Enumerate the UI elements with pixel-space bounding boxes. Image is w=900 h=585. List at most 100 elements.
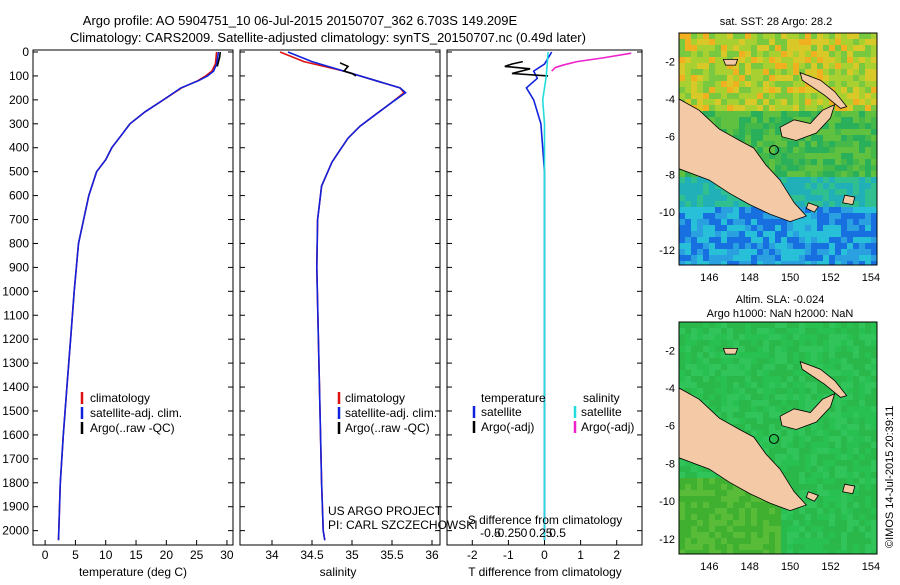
map-cell: [691, 322, 697, 328]
map-cell: [781, 117, 787, 123]
map-cell: [853, 207, 859, 213]
map-cell: [715, 502, 721, 508]
map-cell: [853, 159, 859, 165]
map-cell: [811, 484, 817, 490]
map-cell: [703, 520, 709, 526]
map-cell: [871, 442, 877, 448]
map-cell: [847, 328, 853, 334]
map-cell: [703, 526, 709, 532]
map-cell: [781, 334, 787, 340]
map-cell: [823, 165, 829, 171]
map-cell: [757, 424, 763, 430]
map-cell: [835, 129, 841, 135]
map-cell: [745, 117, 751, 123]
map-cell: [841, 436, 847, 442]
map-cell: [703, 340, 709, 346]
map-cell: [697, 364, 703, 370]
map-cell: [829, 153, 835, 159]
map-cell: [823, 502, 829, 508]
map-cell: [685, 87, 691, 93]
map-cell: [769, 153, 775, 159]
map-cell: [811, 514, 817, 520]
map-cell: [871, 352, 877, 358]
map-cell: [751, 550, 757, 554]
map-cell: [871, 538, 877, 544]
map-cell: [751, 370, 757, 376]
map-cell: [793, 400, 799, 406]
map-cell: [715, 496, 721, 502]
map-cell: [691, 207, 697, 213]
map-cell: [823, 81, 829, 87]
map-cell: [769, 219, 775, 225]
map-cell: [859, 123, 865, 129]
map-cell: [775, 51, 781, 57]
map-cell: [733, 111, 739, 117]
map-cell: [763, 526, 769, 532]
map-cell: [829, 69, 835, 75]
map-cell: [829, 424, 835, 430]
map-cell: [859, 412, 865, 418]
map-cell: [715, 99, 721, 105]
map-cell: [847, 538, 853, 544]
map-cell: [859, 436, 865, 442]
map-cell: [781, 394, 787, 400]
map-cell: [829, 123, 835, 129]
map-cell: [865, 129, 871, 135]
map-cell: [787, 159, 793, 165]
map-cell: [703, 261, 709, 265]
map-cell: [865, 153, 871, 159]
map-cell: [727, 243, 733, 249]
map-cell: [817, 237, 823, 243]
map-cell: [787, 340, 793, 346]
map-cell: [805, 45, 811, 51]
map-cell: [721, 219, 727, 225]
map-cell: [871, 249, 877, 255]
map-cell: [829, 201, 835, 207]
map-cell: [769, 99, 775, 105]
map-cell: [817, 340, 823, 346]
map-cell: [805, 147, 811, 153]
map-cell: [763, 81, 769, 87]
map-cell: [745, 129, 751, 135]
map-cell: [775, 370, 781, 376]
legend-text-climatology: climatology: [345, 391, 405, 405]
map-cell: [769, 57, 775, 63]
map-cell: [703, 39, 709, 45]
map-cell: [691, 183, 697, 189]
map-cell: [829, 225, 835, 231]
map-cell: [757, 99, 763, 105]
map-cell: [733, 93, 739, 99]
map-cell: [739, 496, 745, 502]
map-cell: [799, 544, 805, 550]
map-cell: [805, 219, 811, 225]
map-cell: [799, 153, 805, 159]
map-cell: [715, 352, 721, 358]
map-cell: [769, 532, 775, 538]
map-cell: [733, 39, 739, 45]
map-cell: [697, 105, 703, 111]
map-cell: [847, 99, 853, 105]
map-cell: [793, 448, 799, 454]
map-cell: [769, 213, 775, 219]
map-cell: [805, 496, 811, 502]
map-cell: [745, 424, 751, 430]
map-cell: [703, 544, 709, 550]
map-cell: [679, 472, 685, 478]
map-cell: [709, 93, 715, 99]
map-cell: [847, 45, 853, 51]
map-cell: [823, 45, 829, 51]
map-cell: [781, 400, 787, 406]
map-cell: [841, 400, 847, 406]
map-cell: [715, 550, 721, 554]
map-cell: [685, 484, 691, 490]
map-cell: [787, 430, 793, 436]
map-cell: [739, 508, 745, 514]
map-cell: [733, 328, 739, 334]
map-cell: [829, 159, 835, 165]
map-cell: [853, 412, 859, 418]
map-cell: [739, 328, 745, 334]
map-cell: [751, 544, 757, 550]
map-cell: [685, 496, 691, 502]
map-cell: [775, 117, 781, 123]
map-cell: [727, 87, 733, 93]
